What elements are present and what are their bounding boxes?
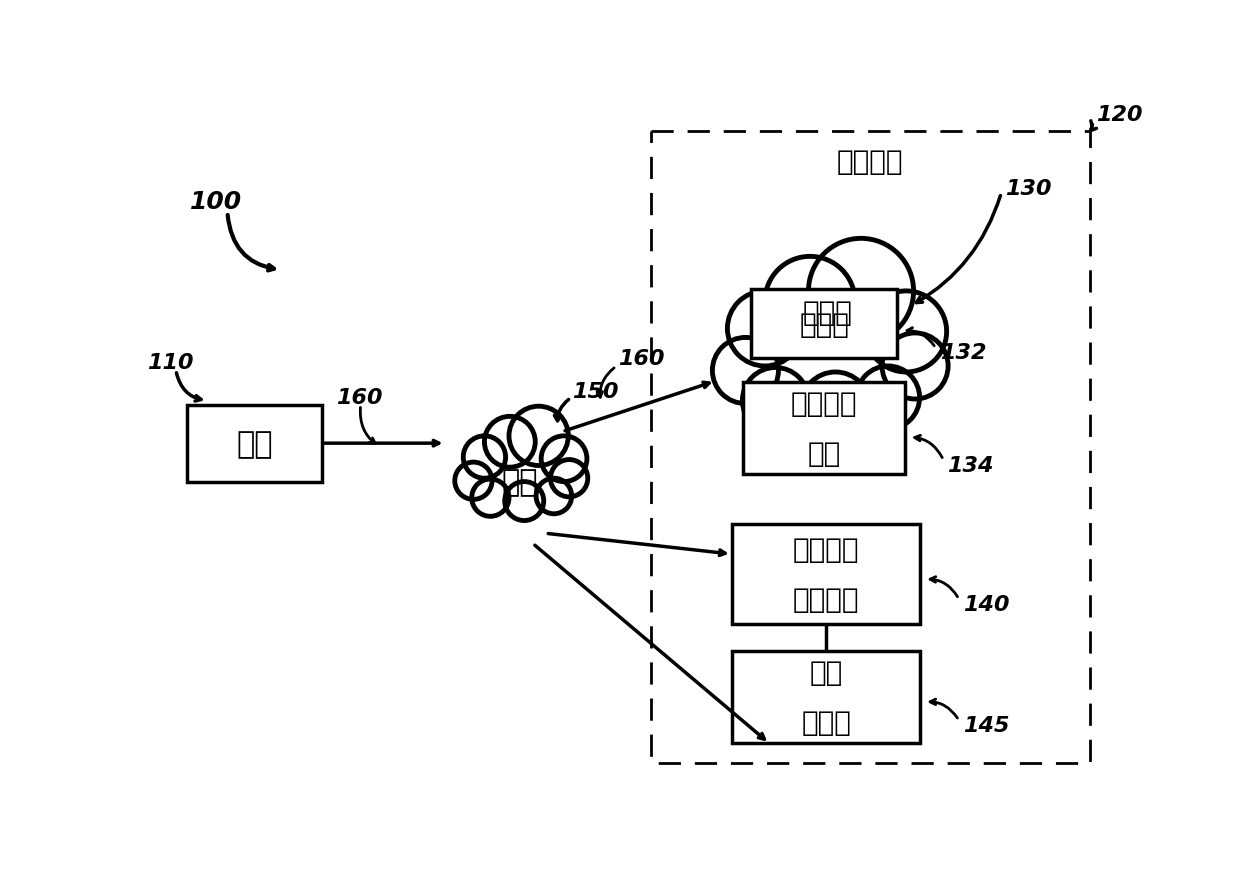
Text: 110: 110 xyxy=(148,353,193,373)
Circle shape xyxy=(801,373,870,441)
Bar xyxy=(732,652,920,744)
Text: 160: 160 xyxy=(336,388,382,408)
Circle shape xyxy=(551,460,588,497)
Text: 服务器: 服务器 xyxy=(800,310,849,339)
Circle shape xyxy=(508,407,568,466)
Text: 网络
服务器: 网络 服务器 xyxy=(801,659,851,737)
Circle shape xyxy=(464,437,506,479)
Bar xyxy=(651,132,1090,763)
Circle shape xyxy=(857,367,920,430)
Bar xyxy=(187,405,322,482)
Bar xyxy=(743,382,905,474)
Text: 160: 160 xyxy=(618,349,665,369)
Circle shape xyxy=(505,482,543,521)
Circle shape xyxy=(536,479,572,514)
Circle shape xyxy=(743,368,808,434)
Text: 分析系统: 分析系统 xyxy=(837,147,904,175)
Text: 自动分析
逻辑: 自动分析 逻辑 xyxy=(791,389,857,467)
Text: 网络: 网络 xyxy=(502,467,538,496)
Text: 150: 150 xyxy=(573,381,619,402)
Circle shape xyxy=(485,417,536,467)
Text: 120: 120 xyxy=(1096,104,1142,125)
Circle shape xyxy=(765,257,856,347)
Text: 134: 134 xyxy=(947,455,993,475)
Text: 云服务: 云服务 xyxy=(804,299,853,327)
Text: 145: 145 xyxy=(962,715,1009,735)
Text: 140: 140 xyxy=(962,595,1009,615)
Text: 100: 100 xyxy=(190,189,242,213)
Circle shape xyxy=(882,333,949,400)
Text: 132: 132 xyxy=(940,342,986,362)
Text: 康复: 康复 xyxy=(237,429,273,458)
Bar xyxy=(751,289,898,359)
Circle shape xyxy=(541,437,587,482)
Circle shape xyxy=(808,239,914,344)
Text: 临床医生
计算设备: 临床医生 计算设备 xyxy=(792,536,859,613)
Text: 130: 130 xyxy=(1006,178,1052,198)
Circle shape xyxy=(471,480,508,517)
Circle shape xyxy=(713,338,779,404)
Circle shape xyxy=(728,291,802,367)
Bar xyxy=(732,524,920,624)
Circle shape xyxy=(455,462,492,500)
Circle shape xyxy=(866,291,946,373)
